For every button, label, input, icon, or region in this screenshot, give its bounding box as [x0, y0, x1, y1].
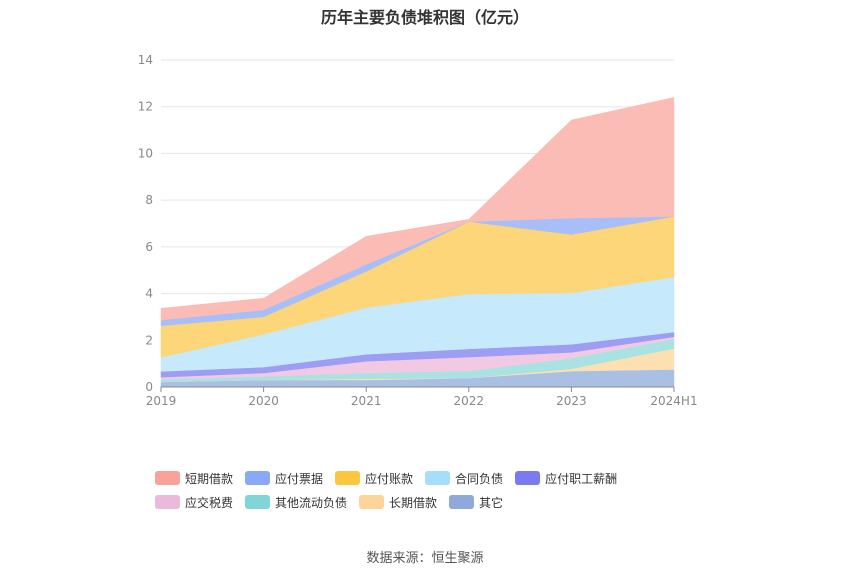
- legend-item[interactable]: 其它: [449, 494, 503, 510]
- area-series-group: [160, 97, 675, 388]
- legend-label: 合同负债: [455, 471, 504, 486]
- chart-title: 历年主要负债堆积图（亿元）: [320, 8, 529, 27]
- y-tick-label: 2: [145, 333, 153, 347]
- legend-item[interactable]: 合同负债: [425, 470, 503, 486]
- x-tick-label: 2021: [351, 394, 382, 408]
- legend-label: 其他流动负债: [275, 495, 348, 510]
- legend-swatch: [359, 495, 385, 509]
- area-series-短期借款[interactable]: [160, 97, 675, 321]
- legend-item[interactable]: 应付账款: [335, 470, 413, 486]
- x-tick-label: 2020: [248, 394, 279, 408]
- legend-item[interactable]: 应付票据: [245, 470, 323, 486]
- legend-label: 应交税费: [185, 495, 234, 510]
- legend-label: 应付账款: [365, 471, 414, 486]
- legend-item[interactable]: 应交税费: [155, 494, 233, 510]
- legend-item[interactable]: 其他流动负债: [245, 494, 347, 510]
- y-tick-label: 6: [145, 240, 153, 254]
- legend-swatch: [335, 471, 361, 485]
- legend-label: 应付票据: [275, 471, 324, 486]
- legend-swatch: [245, 471, 271, 485]
- legend-item[interactable]: 长期借款: [359, 494, 437, 510]
- legend-swatch: [155, 471, 180, 485]
- y-tick-label: 10: [138, 146, 153, 160]
- source-note: 数据来源：恒生聚源: [366, 551, 484, 566]
- legend-label: 长期借款: [389, 495, 438, 510]
- x-tick-label: 2023: [556, 394, 587, 408]
- legend-label: 短期借款: [185, 471, 234, 486]
- legend-label: 应付职工薪酬: [545, 471, 618, 486]
- y-tick-label: 14: [138, 53, 153, 67]
- x-tick-label: 2019: [146, 394, 177, 408]
- y-tick-label: 12: [138, 100, 153, 114]
- axes: 0 2 4 6 8 10 12 14 2019 2020 2021 2022 2023 2024H1: [138, 53, 698, 408]
- x-tick-label: 2024H1: [650, 394, 697, 408]
- legend-swatch: [515, 471, 541, 485]
- legend-item[interactable]: 应付职工薪酬: [515, 470, 617, 486]
- legend-label: 其它: [479, 495, 504, 510]
- legend: 短期借款 应付票据 应付账款 合同负债 应付职工薪酬应交税费 其他流动负债 长期借款 其它: [155, 470, 715, 518]
- y-tick-label: 8: [145, 193, 153, 207]
- x-tick-label: 2022: [454, 394, 485, 408]
- legend-swatch: [155, 495, 180, 509]
- legend-swatch: [449, 495, 475, 509]
- legend-item[interactable]: 短期借款: [155, 470, 233, 486]
- legend-swatch: [245, 495, 271, 509]
- y-tick-label: 4: [145, 287, 153, 301]
- y-tick-label: 0: [145, 380, 153, 394]
- legend-swatch: [425, 471, 451, 485]
